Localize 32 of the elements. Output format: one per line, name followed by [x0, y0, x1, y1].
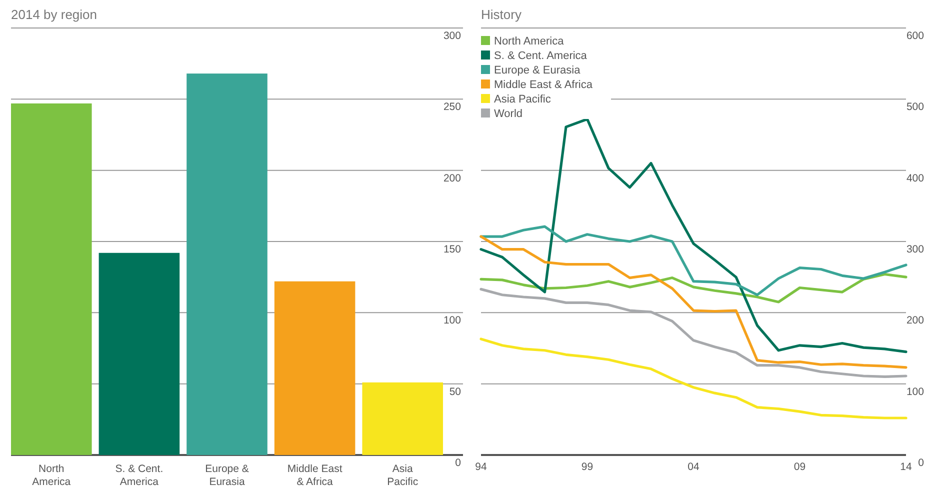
y-tick-label: 600: [906, 30, 924, 42]
x-tick-label: 14: [900, 461, 912, 473]
y-tick-label: 200: [443, 172, 462, 184]
chart-title: History: [481, 7, 522, 22]
legend-label: S. & Cent. America: [494, 50, 588, 62]
y-tick-label: 250: [443, 101, 462, 114]
y-tick-label: 50: [449, 386, 462, 398]
x-tick-label: 94: [475, 461, 487, 473]
legend-label: North America: [494, 36, 565, 48]
y-tick-label: 400: [906, 172, 924, 184]
legend-label: Asia Pacific: [494, 94, 552, 106]
x-tick-label: Asia Pacific: [387, 463, 418, 488]
y-tick-label: 100: [906, 386, 924, 398]
y-tick-label: 150: [443, 244, 462, 256]
x-tick-label: 99: [581, 461, 594, 473]
y-tick-label: 0: [918, 457, 924, 469]
legend-label: Middle East & Africa: [494, 79, 594, 91]
y-tick-label: 300: [906, 244, 924, 256]
legend-label: World: [494, 108, 523, 120]
legend-label: Europe & Eurasia: [494, 64, 582, 76]
y-tick-label: 200: [906, 314, 924, 327]
y-tick-label: 100: [443, 314, 462, 327]
x-tick-label: S. & Cent. America: [115, 463, 164, 488]
y-tick-label: 500: [906, 101, 924, 114]
x-tick-label: Europe & Eurasia: [205, 463, 249, 488]
y-tick-label: 0: [455, 457, 462, 469]
y-tick-label: 300: [443, 30, 462, 42]
chart-title: 2014 by region: [11, 7, 98, 22]
x-tick-label: North America: [32, 463, 71, 488]
x-tick-label: 04: [688, 461, 700, 473]
x-tick-label: 09: [794, 461, 806, 473]
x-tick-label: Middle East & Africa: [287, 463, 342, 488]
